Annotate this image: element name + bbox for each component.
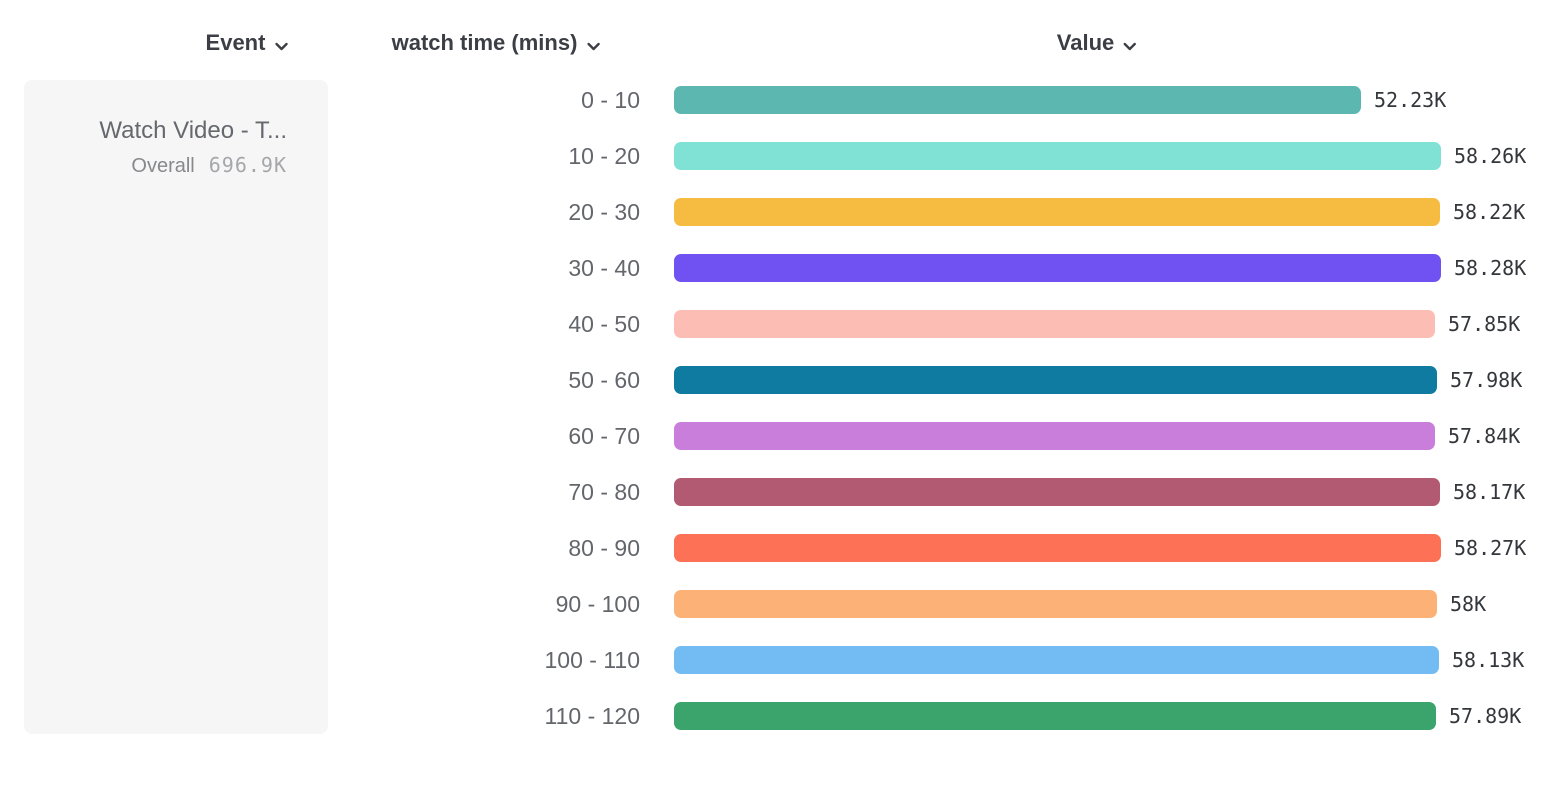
- bar-value-label: 58.27K: [1454, 536, 1527, 560]
- bar[interactable]: [674, 590, 1437, 618]
- value-column-label: Value: [1056, 29, 1115, 55]
- watch-time-column-dropdown[interactable]: watch time (mins): [392, 28, 601, 57]
- bar[interactable]: [674, 646, 1439, 674]
- bar-value-label: 57.85K: [1448, 312, 1521, 336]
- bar-value-label: 58K: [1450, 592, 1487, 616]
- bar-row: 20 - 30 58.22K: [0, 184, 1568, 240]
- bar-value-label: 57.84K: [1448, 424, 1521, 448]
- bucket-label: 90 - 100: [555, 590, 640, 617]
- bar[interactable]: [674, 534, 1441, 562]
- bar-row: 110 - 120 57.89K: [0, 688, 1568, 744]
- chevron-down-icon: [586, 31, 600, 57]
- bar-row: 10 - 20 58.26K: [0, 128, 1568, 184]
- bar-row: 40 - 50 57.85K: [0, 296, 1568, 352]
- bucket-label: 20 - 30: [568, 198, 640, 225]
- bar[interactable]: [674, 198, 1440, 226]
- chevron-down-icon: [274, 31, 288, 57]
- bucket-label: 60 - 70: [568, 422, 640, 449]
- event-column-label: Event: [205, 29, 266, 55]
- bar-row: 60 - 70 57.84K: [0, 408, 1568, 464]
- bar[interactable]: [674, 254, 1441, 282]
- bar[interactable]: [674, 478, 1440, 506]
- overall-value: 696.9K: [208, 153, 287, 177]
- bucket-label: 100 - 110: [544, 646, 640, 673]
- value-column-dropdown[interactable]: Value: [1057, 28, 1137, 57]
- bucket-label: 70 - 80: [568, 478, 640, 505]
- bar-value-label: 58.22K: [1453, 200, 1526, 224]
- watch-time-column-label: watch time (mins): [391, 29, 578, 55]
- bucket-label: 80 - 90: [568, 534, 640, 561]
- bar-row: 0 - 10 52.23K: [0, 72, 1568, 128]
- bar[interactable]: [674, 86, 1361, 114]
- bar-row: 90 - 100 58K: [0, 576, 1568, 632]
- bar[interactable]: [674, 422, 1435, 450]
- event-overall-row: Overall 696.9K: [131, 153, 287, 178]
- bar[interactable]: [674, 702, 1436, 730]
- bar-row: 30 - 40 58.28K: [0, 240, 1568, 296]
- bar-row: 80 - 90 58.27K: [0, 520, 1568, 576]
- bar-row: 50 - 60 57.98K: [0, 352, 1568, 408]
- bar-row: 70 - 80 58.17K: [0, 464, 1568, 520]
- bucket-label: 110 - 120: [544, 702, 640, 729]
- overall-label: Overall: [131, 155, 195, 177]
- bar-value-label: 58.28K: [1454, 256, 1527, 280]
- bucket-label: 10 - 20: [568, 142, 640, 169]
- bucket-label: 50 - 60: [568, 366, 640, 393]
- bucket-label: 40 - 50: [568, 310, 640, 337]
- bar-row: 100 - 110 58.13K: [0, 632, 1568, 688]
- bar-value-label: 52.23K: [1374, 88, 1447, 112]
- event-card: Watch Video - T... Overall 696.9K: [24, 80, 328, 734]
- bucket-label: 30 - 40: [568, 254, 640, 281]
- bar[interactable]: [674, 366, 1437, 394]
- chevron-down-icon: [1123, 31, 1137, 57]
- bucket-label: 0 - 10: [581, 86, 640, 113]
- bar-rows: 0 - 10 52.23K 10 - 20 58.26K 20 - 30 58.…: [0, 72, 1568, 744]
- bar-value-label: 58.26K: [1454, 144, 1527, 168]
- bar[interactable]: [674, 310, 1435, 338]
- bar-value-label: 58.13K: [1452, 648, 1525, 672]
- bar-value-label: 57.98K: [1450, 368, 1523, 392]
- bar[interactable]: [674, 142, 1441, 170]
- event-column-dropdown[interactable]: Event: [206, 28, 289, 57]
- bar-value-label: 58.17K: [1453, 480, 1526, 504]
- event-title: Watch Video - T...: [99, 117, 287, 144]
- bar-value-label: 57.89K: [1449, 704, 1522, 728]
